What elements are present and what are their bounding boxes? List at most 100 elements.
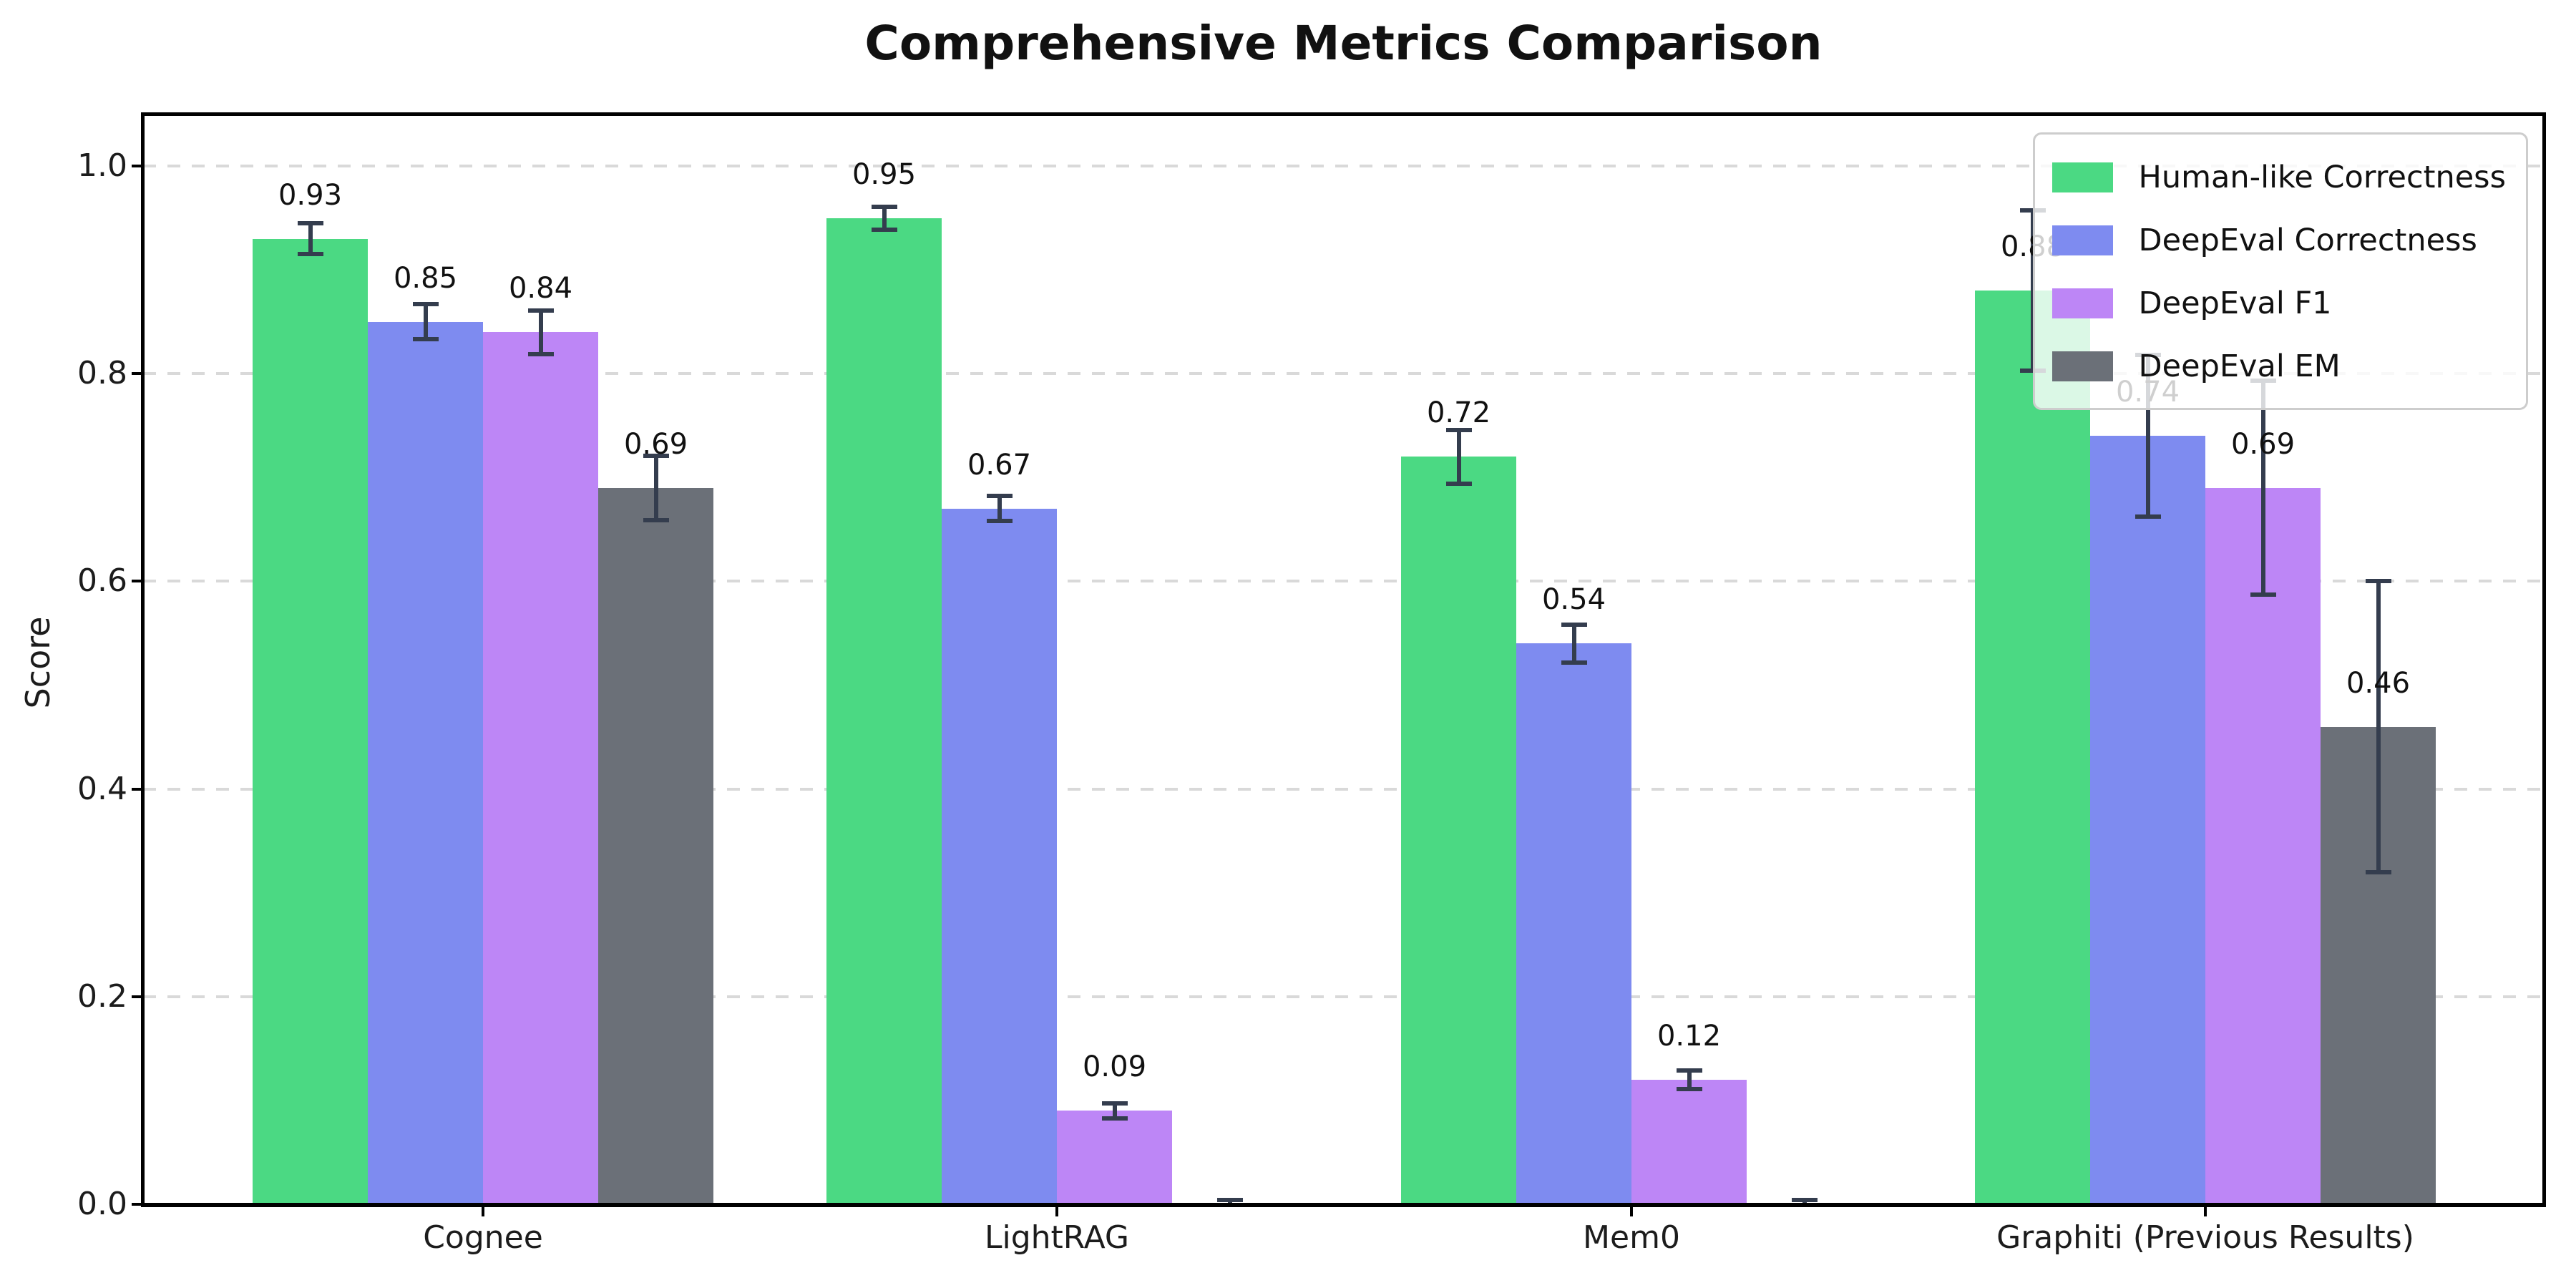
bar-deepeval-f1-graphiti-previous-results- bbox=[2205, 488, 2321, 1204]
bar-human-like-correctness-graphiti-previous-results- bbox=[1975, 291, 2090, 1204]
error-bar-cap bbox=[2019, 369, 2046, 373]
error-bar bbox=[1687, 1070, 1692, 1089]
legend-swatch-icon bbox=[2051, 225, 2113, 255]
error-bar-cap bbox=[527, 308, 554, 313]
y-tick-mark bbox=[132, 995, 143, 998]
error-bar-cap bbox=[2135, 514, 2161, 519]
legend-label: DeepEval EM bbox=[2138, 348, 2341, 384]
legend-row: DeepEval F1 bbox=[2051, 272, 2506, 335]
y-tick-label: 1.0 bbox=[77, 147, 127, 184]
bar-deepeval-f1-cognee bbox=[483, 332, 598, 1204]
axis-spine-bottom bbox=[141, 1203, 2546, 1207]
error-bar-cap bbox=[871, 228, 897, 232]
error-bar bbox=[1802, 1200, 1807, 1204]
bar-value-label: 0.72 bbox=[1426, 396, 1491, 429]
y-tick-mark bbox=[132, 165, 143, 167]
error-bar-cap bbox=[1676, 1087, 1702, 1091]
error-bar-cap bbox=[871, 205, 897, 209]
y-tick-mark bbox=[132, 788, 143, 791]
x-tick-mark bbox=[482, 1204, 484, 1216]
gridline-y-0.2 bbox=[143, 995, 2544, 998]
error-bar bbox=[1112, 1103, 1117, 1118]
error-bar-cap bbox=[297, 252, 323, 256]
x-tick-label-graphiti-previous-results-: Graphiti (Previous Results) bbox=[1996, 1219, 2414, 1256]
bar-value-label: 0.84 bbox=[508, 272, 573, 305]
legend-swatch-icon bbox=[2051, 288, 2113, 318]
y-tick-label: 0.6 bbox=[77, 562, 127, 599]
x-tick-label-cognee: Cognee bbox=[423, 1219, 543, 1256]
chart-title: Comprehensive Metrics Comparison bbox=[864, 16, 1823, 71]
error-bar bbox=[2145, 355, 2150, 517]
y-tick-label: 0.8 bbox=[77, 355, 127, 391]
axis-spine-right bbox=[2542, 112, 2546, 1207]
bar-deepeval-correctness-lightrag bbox=[942, 509, 1057, 1204]
error-bar-cap bbox=[2019, 208, 2046, 213]
bar-human-like-correctness-lightrag bbox=[826, 218, 942, 1204]
bar-value-label: 0.46 bbox=[2346, 667, 2411, 700]
legend-label: Human-like Correctness bbox=[2138, 160, 2506, 195]
gridline-y-1 bbox=[143, 165, 2544, 167]
error-bar-cap bbox=[1676, 1068, 1702, 1073]
bar-value-label: 0.69 bbox=[2230, 428, 2296, 461]
error-bar-cap bbox=[412, 337, 439, 341]
bar-value-label: 0.69 bbox=[623, 428, 688, 461]
error-bar-cap bbox=[297, 221, 323, 225]
bar-value-label: 0.95 bbox=[852, 158, 917, 191]
bar-value-label: 0.93 bbox=[278, 179, 343, 212]
bar-deepeval-f1-lightrag bbox=[1057, 1111, 1172, 1204]
x-tick-label-lightrag: LightRAG bbox=[984, 1219, 1130, 1256]
legend: Human-like Correctness DeepEval Correctne… bbox=[2032, 132, 2528, 410]
legend-swatch-icon bbox=[2051, 162, 2113, 192]
bar-deepeval-correctness-mem0 bbox=[1516, 643, 1631, 1204]
x-tick-mark bbox=[1055, 1204, 1058, 1216]
error-bar-cap bbox=[1561, 623, 1587, 627]
bar-deepeval-correctness-cognee bbox=[368, 322, 483, 1204]
error-bar bbox=[882, 207, 887, 230]
error-bar-cap bbox=[1561, 660, 1587, 665]
y-tick-label: 0.0 bbox=[77, 1186, 127, 1222]
error-bar-cap bbox=[2250, 592, 2276, 597]
error-bar bbox=[423, 304, 428, 339]
y-tick-label: 0.2 bbox=[77, 978, 127, 1015]
error-bar-cap bbox=[1101, 1116, 1128, 1121]
error-bar-cap bbox=[643, 454, 669, 458]
legend-label: DeepEval Correctness bbox=[2138, 223, 2477, 258]
error-bar bbox=[538, 311, 543, 354]
error-bar-cap bbox=[2365, 870, 2391, 874]
error-bar bbox=[1571, 625, 1576, 663]
bar-deepeval-f1-mem0 bbox=[1631, 1080, 1747, 1204]
error-bar-cap bbox=[527, 352, 554, 356]
error-bar-cap bbox=[1445, 482, 1472, 486]
gridline-y-0.8 bbox=[143, 372, 2544, 375]
y-tick-mark bbox=[132, 372, 143, 375]
y-axis-label: Score bbox=[19, 616, 57, 709]
error-bar bbox=[2260, 381, 2265, 595]
error-bar bbox=[2376, 581, 2381, 872]
error-bar bbox=[997, 496, 1002, 521]
bar-value-label: 0.09 bbox=[1082, 1050, 1147, 1083]
error-bar bbox=[653, 456, 658, 520]
y-tick-label: 0.4 bbox=[77, 771, 127, 807]
bar-human-like-correctness-cognee bbox=[253, 239, 368, 1204]
x-tick-label-mem0: Mem0 bbox=[1583, 1219, 1680, 1256]
bar-value-label: 0.54 bbox=[1541, 583, 1606, 616]
bar-value-label: 0.85 bbox=[393, 262, 458, 295]
bar-value-label: 0.67 bbox=[967, 449, 1032, 482]
error-bar bbox=[1456, 430, 1461, 484]
error-bar bbox=[308, 223, 313, 254]
y-tick-mark bbox=[132, 580, 143, 582]
legend-swatch-icon bbox=[2051, 351, 2113, 381]
x-tick-mark bbox=[1630, 1204, 1633, 1216]
x-tick-mark bbox=[2204, 1204, 2207, 1216]
legend-row: Human-like Correctness bbox=[2051, 146, 2506, 209]
error-bar bbox=[2030, 210, 2035, 371]
error-bar-cap bbox=[1791, 1198, 1818, 1202]
bar-human-like-correctness-mem0 bbox=[1401, 457, 1516, 1204]
error-bar-cap bbox=[1101, 1101, 1128, 1106]
axis-spine-top bbox=[141, 112, 2546, 116]
axis-spine-left bbox=[141, 112, 145, 1207]
gridline-y-0.4 bbox=[143, 788, 2544, 791]
y-tick-mark bbox=[132, 1203, 143, 1206]
bar-value-label: 0.12 bbox=[1657, 1020, 1722, 1053]
